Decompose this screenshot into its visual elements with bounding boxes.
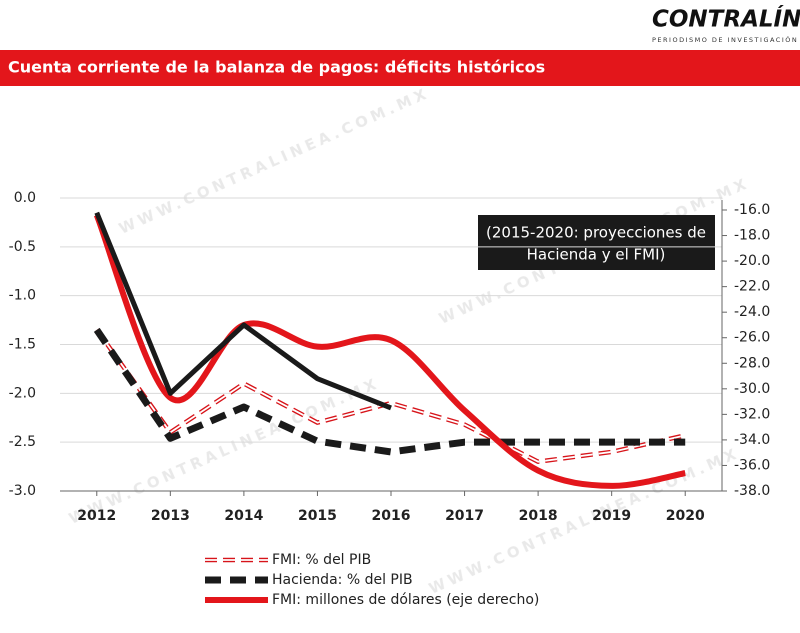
legend-label: Hacienda: % del PIB <box>272 572 413 588</box>
watermark: WWW.CONTRALINEA.COM.MX <box>116 84 432 238</box>
y2-tick-label: -26.0 <box>734 330 770 346</box>
y2-tick-label: -16.0 <box>734 202 770 218</box>
x-tick-label: 2018 <box>519 508 558 524</box>
tagline: PERIODISMO DE INVESTIGACIÓN <box>652 35 798 44</box>
x-tick-label: 2019 <box>592 508 631 524</box>
x-tick-label: 2016 <box>372 508 411 524</box>
y2-tick-label: -32.0 <box>734 406 770 422</box>
series-line <box>96 329 686 463</box>
x-tick-label: 2013 <box>151 508 190 524</box>
annotation-box <box>478 215 715 270</box>
y-tick-label: -1.0 <box>9 288 36 304</box>
y-tick-label: -2.5 <box>9 434 36 450</box>
annotation: Hacienda y el FMI) <box>527 246 666 264</box>
logo: CONTRALÍNEA <box>652 5 800 33</box>
y2-tick-label: -36.0 <box>734 457 770 473</box>
y2-tick-label: -20.0 <box>734 253 770 269</box>
x-tick-label: 2012 <box>77 508 116 524</box>
y-tick-label: -2.0 <box>9 385 36 401</box>
x-tick-label: 2014 <box>224 508 263 524</box>
y2-tick-label: -30.0 <box>734 381 770 397</box>
chart-title: Cuenta corriente de la balanza de pagos:… <box>8 58 545 77</box>
y2-tick-label: -38.0 <box>734 483 770 499</box>
y2-tick-label: -22.0 <box>734 279 770 295</box>
legend-label: FMI: % del PIB <box>272 552 371 568</box>
series-line <box>93 213 686 489</box>
y2-tick-label: -28.0 <box>734 355 770 371</box>
x-tick-label: 2017 <box>445 508 484 524</box>
y2-tick-label: -24.0 <box>734 304 770 320</box>
y-tick-label: 0.0 <box>14 190 36 206</box>
x-tick-label: 2015 <box>298 508 337 524</box>
y-tick-label: -0.5 <box>9 239 36 255</box>
series-line <box>93 327 686 456</box>
y-tick-label: -3.0 <box>9 483 36 499</box>
y2-tick-label: -34.0 <box>734 432 770 448</box>
title-band <box>0 50 800 86</box>
x-tick-label: 2020 <box>666 508 705 524</box>
plot: 0.0 -0.5 -1.0 -1.5 -2.0 -2.5 -3.0 -16.0 -18.0 -20… <box>9 190 771 608</box>
annotation: (2015-2020: proyecciones de <box>486 224 706 242</box>
y2-tick-label: -18.0 <box>734 228 770 244</box>
series-line <box>94 211 392 411</box>
legend-label: FMI: millones de dólares (eje derecho) <box>272 592 539 608</box>
y-tick-label: -1.5 <box>9 337 36 353</box>
